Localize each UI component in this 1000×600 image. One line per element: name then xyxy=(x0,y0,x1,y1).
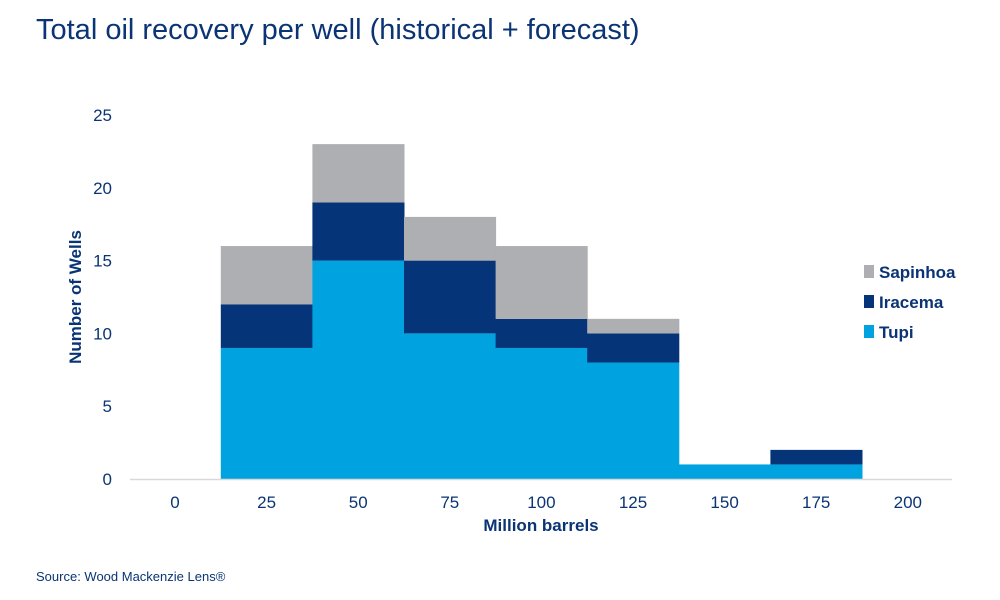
bar-sapinhoa-125 xyxy=(587,318,680,334)
bar-tupi-25 xyxy=(220,347,313,479)
x-axis-title: Million barrels xyxy=(483,516,598,535)
x-tick-label: 75 xyxy=(440,493,459,512)
bar-iracema-100 xyxy=(495,318,588,348)
y-tick-label: 10 xyxy=(93,324,112,343)
chart-title: Total oil recovery per well (historical … xyxy=(36,14,640,46)
bar-sapinhoa-25 xyxy=(220,246,313,305)
bar-iracema-175 xyxy=(770,449,863,465)
y-tick-label: 0 xyxy=(103,470,112,489)
x-tick-label: 175 xyxy=(802,493,830,512)
y-axis-title: Number of Wells xyxy=(66,230,85,364)
legend-swatch-tupi xyxy=(864,325,874,338)
legend-label-tupi: Tupi xyxy=(879,323,914,342)
bar-tupi-125 xyxy=(587,362,680,479)
x-tick-label: 125 xyxy=(619,493,647,512)
bar-sapinhoa-100 xyxy=(495,246,588,319)
y-tick-label: 15 xyxy=(93,252,112,271)
bar-tupi-50 xyxy=(312,260,405,479)
bar-tupi-175 xyxy=(770,464,863,479)
y-tick-label: 5 xyxy=(103,397,112,416)
bar-iracema-125 xyxy=(587,333,680,363)
x-tick-label: 200 xyxy=(894,493,922,512)
legend-swatch-iracema xyxy=(864,295,874,308)
bar-sapinhoa-75 xyxy=(404,216,497,261)
bar-sapinhoa-50 xyxy=(312,144,405,203)
legend-label-iracema: Iracema xyxy=(879,293,944,312)
x-tick-label: 100 xyxy=(527,493,555,512)
bar-iracema-25 xyxy=(220,304,313,348)
x-tick-label: 0 xyxy=(170,493,179,512)
x-tick-label: 25 xyxy=(257,493,276,512)
y-tick-label: 25 xyxy=(93,106,112,125)
x-tick-label: 50 xyxy=(349,493,368,512)
bar-tupi-75 xyxy=(404,333,497,479)
y-tick-label: 20 xyxy=(93,179,112,198)
bar-iracema-75 xyxy=(404,260,497,334)
legend-swatch-sapinhoa xyxy=(864,265,874,278)
legend-label-sapinhoa: Sapinhoa xyxy=(879,263,956,282)
x-tick-label: 150 xyxy=(710,493,738,512)
bar-tupi-100 xyxy=(495,347,588,479)
bar-tupi-150 xyxy=(678,464,771,479)
bar-iracema-50 xyxy=(312,202,405,261)
source-note: Source: Wood Mackenzie Lens® xyxy=(36,569,226,584)
